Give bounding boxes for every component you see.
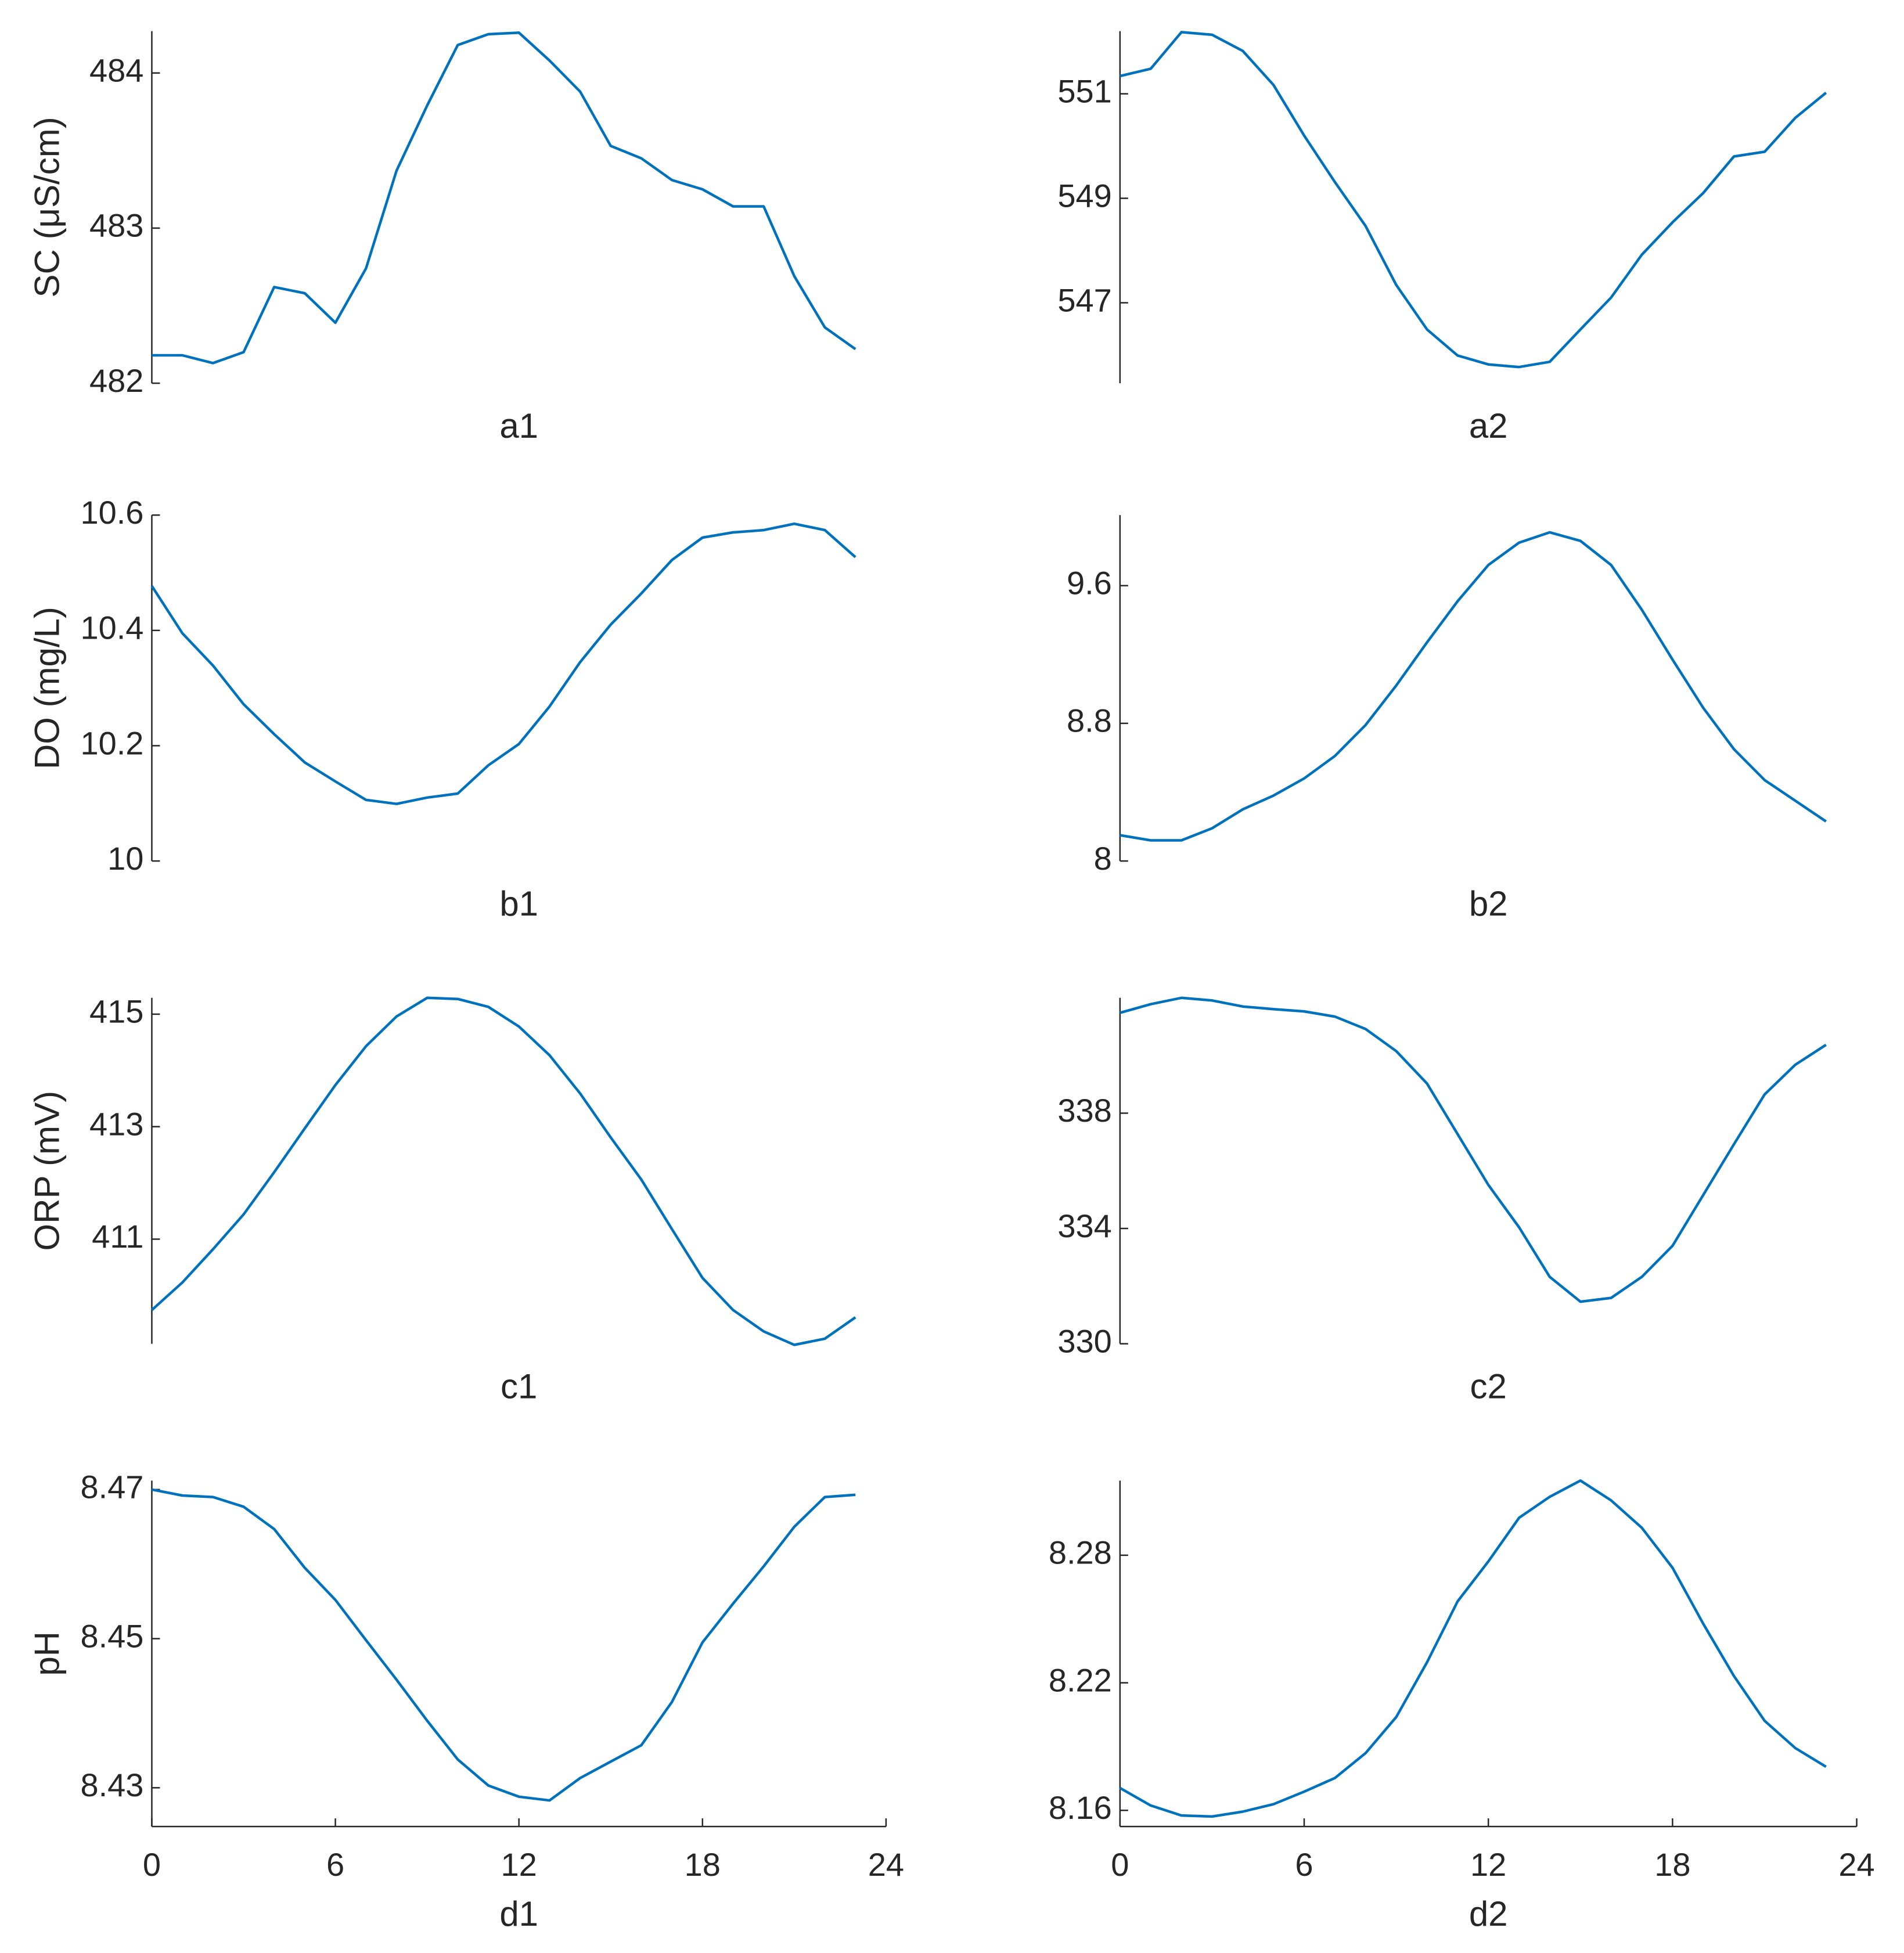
- x-tick-label: 18: [685, 1846, 721, 1883]
- y-tick-label: 551: [1057, 73, 1111, 109]
- y-axis-label: DO (mg/L): [28, 607, 67, 769]
- x-tick-label: 0: [1111, 1846, 1129, 1883]
- x-tick-label: 18: [1654, 1846, 1690, 1883]
- x-axis-label: c2: [1470, 1367, 1507, 1406]
- y-tick-label: 10.4: [80, 610, 143, 646]
- y-tick-label: 330: [1057, 1323, 1111, 1359]
- y-tick-label: 547: [1057, 282, 1111, 318]
- x-axis-label: d1: [499, 1894, 538, 1933]
- x-axis-label: c1: [501, 1367, 537, 1406]
- data-line: [152, 31, 856, 365]
- y-tick-label: 411: [92, 1218, 143, 1255]
- data-line: [1119, 1479, 1827, 1818]
- y-tick-label: 10: [107, 840, 143, 877]
- data-line: [150, 996, 856, 1346]
- y-axis-label: pH: [28, 1631, 67, 1676]
- y-tick-label: 10.2: [80, 725, 143, 761]
- y-tick-label: 413: [89, 1105, 143, 1142]
- x-axis-label: d2: [1469, 1894, 1508, 1933]
- data-line: [1120, 531, 1827, 842]
- y-tick-label: 8.8: [1067, 702, 1112, 739]
- x-axis-label: b2: [1469, 884, 1508, 923]
- x-axis-label: b1: [499, 884, 538, 923]
- y-tick-label: 415: [89, 993, 143, 1030]
- y-tick-label: 8: [1094, 840, 1112, 877]
- y-tick-label: 9.6: [1067, 565, 1112, 601]
- x-tick-label: 6: [326, 1846, 344, 1883]
- data-line: [1120, 31, 1827, 369]
- y-tick-label: 549: [1057, 177, 1111, 214]
- y-tick-label: 8.47: [80, 1469, 143, 1505]
- y-tick-label: 8.16: [1049, 1789, 1112, 1826]
- y-tick-label: 8.22: [1049, 1662, 1112, 1698]
- y-tick-label: 334: [1057, 1208, 1111, 1244]
- x-tick-label: 24: [868, 1846, 904, 1883]
- data-line: [150, 522, 856, 805]
- data-line: [1120, 996, 1827, 1303]
- y-tick-label: 483: [89, 207, 143, 244]
- x-tick-label: 12: [501, 1846, 537, 1883]
- y-tick-label: 338: [1057, 1092, 1111, 1129]
- y-axis-label: SC (μS/cm): [28, 117, 67, 297]
- x-tick-label: 12: [1470, 1846, 1506, 1883]
- x-axis-label: a1: [499, 406, 538, 445]
- y-tick-label: 8.28: [1049, 1534, 1112, 1571]
- y-tick-label: 482: [89, 362, 143, 399]
- data-line: [152, 1488, 856, 1802]
- y-tick-label: 8.45: [80, 1617, 143, 1654]
- y-tick-label: 8.43: [80, 1767, 143, 1803]
- y-tick-label: 484: [89, 52, 143, 89]
- x-tick-label: 24: [1838, 1846, 1874, 1883]
- x-axis-label: a2: [1469, 406, 1508, 445]
- y-tick-label: 10.6: [80, 494, 143, 531]
- x-tick-label: 6: [1295, 1846, 1313, 1883]
- x-tick-label: 0: [143, 1846, 161, 1883]
- y-axis-label: ORP (mV): [28, 1091, 67, 1251]
